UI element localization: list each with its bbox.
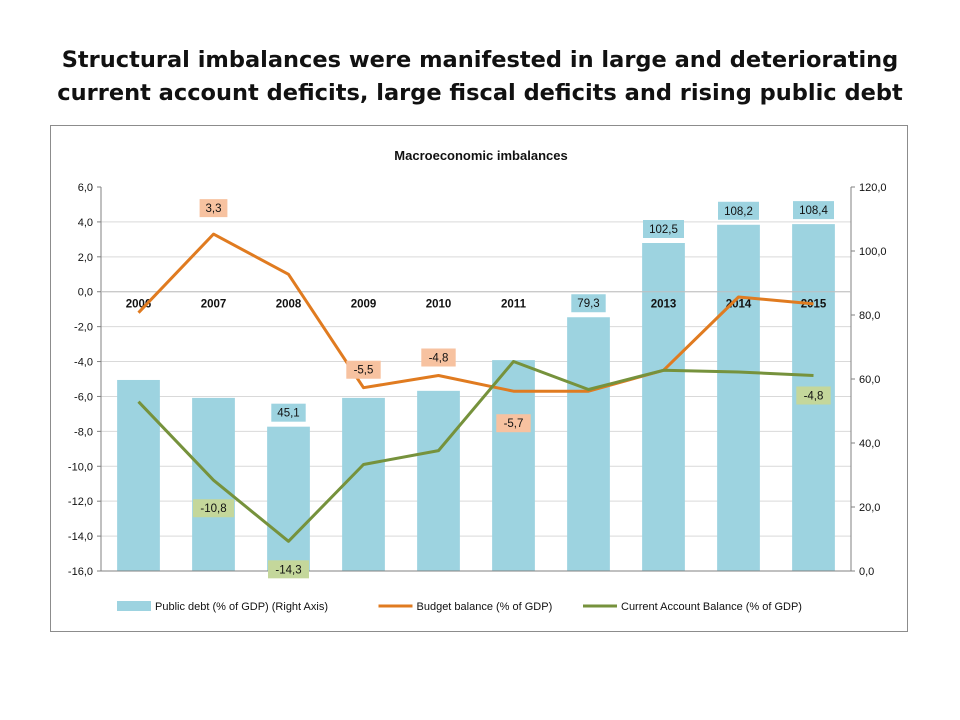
x-axis-category-label: 2008 [276,299,302,311]
line-budget-balance [137,232,814,393]
left-axis-tick-label: -8,0 [74,426,93,438]
data-label: -5,5 [354,365,374,377]
right-axis-tick-label: 40,0 [859,438,880,450]
data-label: -4,8 [804,391,824,403]
x-axis-category-label: 2015 [801,299,827,311]
bar-public-debt [117,379,160,571]
legend-label: Budget balance (% of GDP) [417,601,553,613]
data-label-box [346,360,381,379]
bar-public-debt [267,426,310,571]
legend-label: Public debt (% of GDP) (Right Axis) [155,601,328,613]
bar-public-debt [342,397,385,571]
left-axis-tick-label: 4,0 [78,217,93,229]
right-axis-tick-label: 120,0 [859,182,887,194]
left-axis-tick-label: -6,0 [74,391,93,403]
left-axis-tick-label: 6,0 [78,182,93,194]
data-label-box [796,386,831,405]
data-label: 45,1 [277,408,299,420]
line-current-account-balance [137,360,814,543]
data-label-box [421,348,456,367]
right-axis-tick-label: 0,0 [859,566,874,578]
left-axis-tick-label: -16,0 [68,566,93,578]
data-label-box [571,294,606,313]
bar-public-debt [192,397,235,571]
axes: 6,0 4,0 2,0 0,0 -2,0 -4,0 -6,0 -8,0 -10,0 -12,0 -1… [68,182,887,578]
data-label-box [193,499,234,518]
legend-label: Current Account Balance (% of GDP) [621,601,802,613]
line-series [137,232,814,543]
data-label-box [496,414,531,433]
data-label: -14,3 [275,564,301,576]
data-label: 79,3 [577,298,599,310]
x-axis-category-label: 2011 [501,299,527,311]
right-axis-tick-label: 100,0 [859,246,887,258]
data-labels: 45,1 79,3 102,5 108,2 108,4 3,3 -5,5 -4,8 -5,7 -1… [193,199,834,579]
data-label-box [199,199,228,218]
data-label: 108,2 [724,206,753,218]
data-label: 3,3 [206,203,222,215]
bar-public-debt [417,390,460,571]
bar-public-debt [492,360,535,571]
left-axis-tick-label: -14,0 [68,531,93,543]
left-axis-tick-label: -4,0 [74,357,93,369]
bar-series-public-debt [117,224,835,571]
data-label: -5,7 [504,418,524,430]
data-label: 102,5 [649,224,678,236]
left-axis-tick-label: 2,0 [78,252,93,264]
x-axis-category-label: 2009 [351,299,377,311]
x-axis-category-label: 2007 [201,299,227,311]
right-axis-tick-label: 20,0 [859,502,880,514]
slide-title-line-2: current account deficits, large fiscal d… [57,80,903,106]
slide-title: Structural imbalances were manifested in… [0,44,960,110]
macroeconomic-imbalances-chart: Macroeconomic imbalances 6,0 4,0 2,0 0,0 -2,… [68,148,887,613]
bar-public-debt [567,317,610,571]
data-label-box [271,403,306,422]
left-axis-tick-label: -12,0 [68,496,93,508]
data-label: 108,4 [799,205,828,217]
x-axis-category-label: 2010 [426,299,452,311]
right-axis-tick-label: 80,0 [859,310,880,322]
bar-public-debt [717,224,760,571]
chart-frame: Macroeconomic imbalances 6,0 4,0 2,0 0,0 -2,… [50,125,908,632]
data-label-box [643,220,684,238]
right-axis-tick-label: 60,0 [859,374,880,386]
bar-public-debt [642,243,685,571]
left-axis-tick-label: -2,0 [74,322,93,334]
left-axis-tick-label: -10,0 [68,461,93,473]
slide-title-line-1: Structural imbalances were manifested in… [61,47,899,73]
legend: Public debt (% of GDP) (Right Axis) Budge… [117,601,802,613]
data-label: -10,8 [200,503,226,515]
data-label-box [268,560,309,579]
legend-swatch-public-debt [117,601,151,611]
x-axis-category-label: 2013 [651,299,677,311]
chart-title: Macroeconomic imbalances [394,148,567,163]
data-label: -4,8 [429,353,449,365]
data-label-box [793,201,834,220]
left-axis-tick-label: 0,0 [78,287,93,299]
data-label-box [718,201,759,220]
